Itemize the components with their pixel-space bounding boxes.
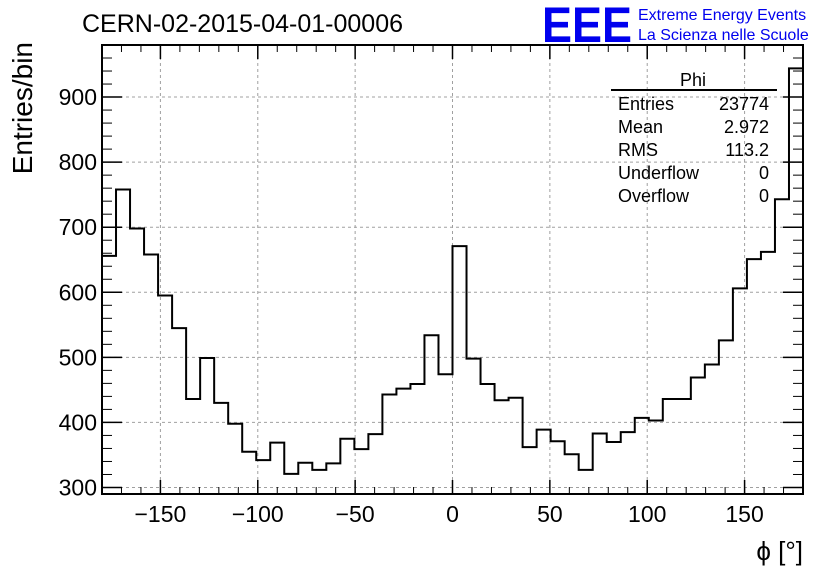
- stats-row-value: 113.2: [725, 140, 769, 160]
- stats-row-value: 23774: [719, 94, 769, 114]
- stats-title: Phi: [680, 70, 706, 90]
- tick-labels: −150 −100 −50 0 50 100 150 300 400 500 600 700 800 90…: [59, 84, 764, 527]
- stats-row-label: Entries: [618, 94, 674, 114]
- x-tick-label: −50: [336, 501, 375, 527]
- y-tick-label: 500: [59, 344, 97, 370]
- histogram-outline: [102, 67, 803, 475]
- y-tick-label: 600: [59, 279, 97, 305]
- stats-row-label: RMS: [618, 140, 658, 160]
- chart-title: CERN-02-2015-04-01-00006: [82, 10, 403, 38]
- stats-row-label: Mean: [618, 117, 663, 137]
- eee-logo-mark: EEE: [542, 0, 632, 53]
- stats-row-value: 0: [759, 186, 769, 206]
- x-tick-label: −100: [232, 501, 284, 527]
- logo-line-1: Extreme Energy Events: [638, 7, 806, 24]
- stats-box: Phi Entries 23774 Mean 2.972 RMS 113.2 Underfl…: [611, 70, 777, 206]
- stats-row-label: Overflow: [618, 186, 690, 206]
- stats-row-value: 2.972: [724, 117, 769, 137]
- stats-row-value: 0: [759, 163, 769, 183]
- logo-line-2: La Scienza nelle Scuole: [638, 27, 809, 44]
- y-tick-label: 900: [59, 84, 97, 110]
- stats-rows: Entries 23774 Mean 2.972 RMS 113.2 Underflow 0 O…: [618, 94, 769, 206]
- y-tick-label: 700: [59, 214, 97, 240]
- eee-logo: EEE Extreme Energy Events La Scienza nel…: [542, 0, 809, 53]
- y-tick-label: 400: [59, 409, 97, 435]
- grid-lines: [102, 45, 803, 494]
- stats-row-label: Underflow: [618, 163, 700, 183]
- x-tick-label: 100: [628, 501, 666, 527]
- y-tick-label: 300: [59, 474, 97, 500]
- x-tick-label: 0: [446, 501, 459, 527]
- axis-ticks: [101, 45, 804, 494]
- x-tick-label: 150: [725, 501, 763, 527]
- y-tick-label: 800: [59, 149, 97, 175]
- y-axis-label: Entries/bin: [7, 42, 38, 174]
- x-tick-label: −150: [135, 501, 187, 527]
- x-tick-label: 50: [537, 501, 563, 527]
- x-axis-label: ϕ [°]: [756, 536, 803, 566]
